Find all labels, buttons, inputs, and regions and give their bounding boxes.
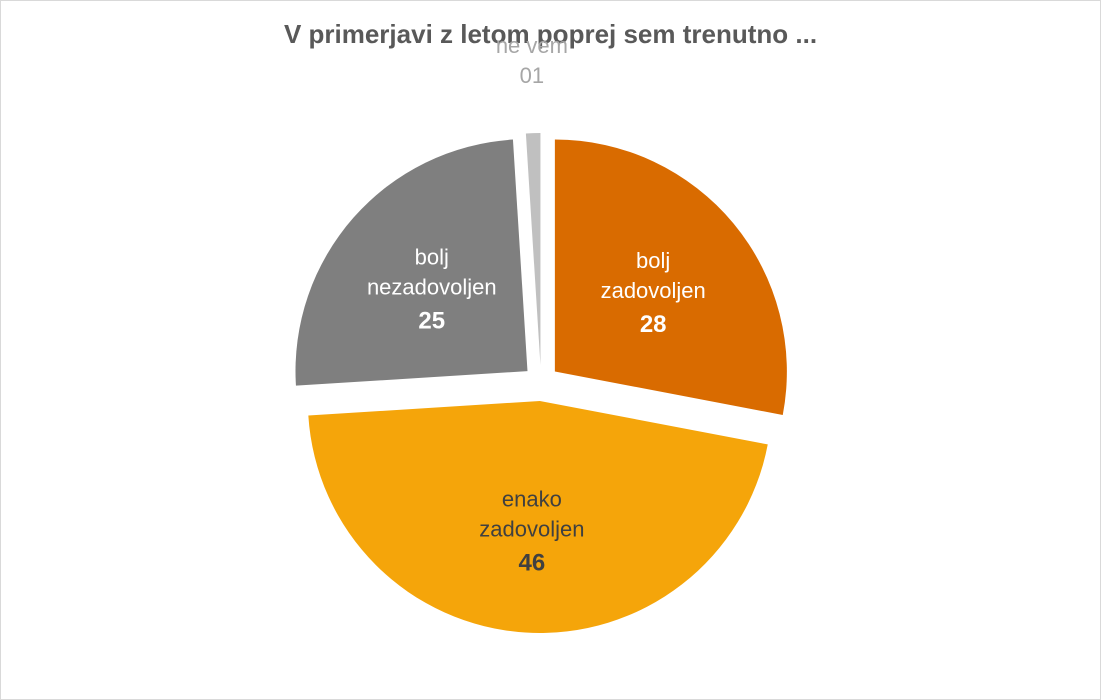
pie-slice-0	[554, 139, 787, 415]
slice-label-2-0: bolj	[415, 245, 449, 270]
slice-label-0-1: zadovoljen	[601, 278, 706, 303]
pie-slice-3	[525, 133, 541, 366]
slice-value-0: 28	[640, 311, 667, 338]
slice-value-1: 46	[519, 549, 546, 576]
pie-slice-1	[308, 400, 768, 633]
slice-label-3-0: ne vem	[496, 33, 568, 58]
slice-label-0-0: bolj	[636, 248, 670, 273]
slice-label-2-1: nezadovoljen	[367, 275, 497, 300]
slice-label-1-1: zadovoljen	[479, 516, 584, 541]
slice-label-1-0: enako	[502, 486, 562, 511]
slice-value-3: 01	[520, 63, 544, 88]
pie-slice-2	[295, 139, 528, 386]
chart-title: V primerjavi z letom poprej sem trenutno…	[283, 19, 818, 49]
slice-value-2: 25	[418, 308, 445, 335]
